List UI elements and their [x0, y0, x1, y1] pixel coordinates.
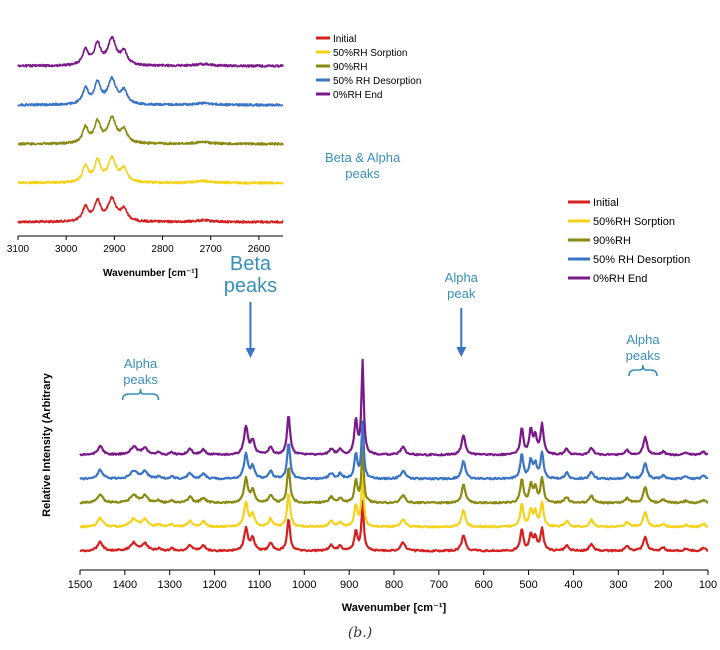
x-tick-label: 3000 [55, 244, 78, 255]
legend-label: 50%RH Sorption [333, 48, 407, 59]
annotation-brace [628, 364, 658, 377]
annotation-arrow-head [456, 347, 467, 357]
series-line-0-rh-end [17, 35, 284, 68]
x-tick-label: 200 [654, 579, 672, 591]
legend-label: 50% RH Desorption [593, 254, 690, 266]
series-line-50-rh-sorption [17, 154, 284, 185]
annotation-text: peak [447, 286, 476, 301]
series-line-90-rh [79, 445, 709, 505]
x-tick-label: 1100 [248, 579, 272, 591]
x-tick-label: 300 [609, 579, 627, 591]
figure-caption: (b.) [347, 625, 373, 641]
legend-label: Initial [593, 197, 619, 209]
annotation-text: Beta [230, 253, 272, 275]
series-line-50-rh-desorption [17, 75, 284, 107]
legend-label: 90%RH [593, 235, 631, 247]
x-tick-label: 2900 [103, 244, 126, 255]
x-tick-label: 1400 [113, 579, 137, 591]
annotation-text: peaks [626, 348, 661, 363]
legend-label: 90%RH [333, 62, 367, 73]
x-axis-label: Wavenumber [cm⁻¹] [342, 602, 447, 614]
x-tick-label: 2800 [151, 244, 174, 255]
series-line-50-rh-desorption [79, 420, 709, 481]
annotation-text: peaks [345, 166, 380, 181]
x-tick-label: 3100 [7, 244, 30, 255]
legend: Initial 50%RH Sorption 90%RH 50% RH Desorpt… [568, 197, 690, 285]
legend-label: 0%RH End [593, 273, 647, 285]
annotation-text: Alpha [445, 270, 479, 285]
annotation-text: Beta & Alpha [325, 150, 401, 165]
x-tick-label: 800 [385, 579, 403, 591]
chart-2: 1500 1400 1300 1200 1100 1000 900 800 700 600 500 4… [41, 150, 717, 614]
x-tick-label: 500 [519, 579, 537, 591]
annotation-arrow-head [245, 348, 256, 358]
series-line-initial [79, 499, 709, 553]
x-tick-label: 100 [699, 579, 717, 591]
annotation-text: Alpha [124, 356, 158, 371]
x-tick-label: 600 [475, 579, 493, 591]
x-tick-label: 700 [430, 579, 448, 591]
x-tick-label: 1300 [157, 579, 181, 591]
legend-label: 50% RH Desorption [333, 76, 421, 87]
x-axis-label: Wavenumber [cm⁻¹] [103, 268, 198, 279]
series-line-0-rh-end [79, 358, 709, 457]
legend-label: 50%RH Sorption [593, 216, 675, 228]
x-tick-label: 900 [340, 579, 358, 591]
series-line-initial [17, 195, 284, 224]
x-tick-label: 2600 [248, 244, 271, 255]
y-axis-label: Relative Intensity (Arbitrary [41, 372, 53, 517]
x-tick-label: 1000 [292, 579, 316, 591]
annotation-text: Alpha [626, 332, 660, 347]
annotation-text: peaks [123, 372, 158, 387]
x-tick-label: 1200 [202, 579, 226, 591]
x-tick-label: 2700 [200, 244, 223, 255]
x-tick-label: 1500 [68, 579, 92, 591]
chart-1: 3100 3000 2900 2800 2700 2600 Wavenumber [cm⁻¹… [7, 34, 422, 279]
x-tick-label: 400 [564, 579, 582, 591]
annotation-text: peaks [224, 275, 277, 297]
legend-label: 0%RH End [333, 90, 382, 101]
annotation-brace [121, 388, 160, 401]
legend-label: Initial [333, 34, 356, 45]
series-line-50-rh-sorption [79, 472, 709, 529]
legend: Initial 50%RH Sorption 90%RH 50% RH Desorpt… [316, 34, 421, 101]
series-line-90-rh [17, 115, 284, 146]
